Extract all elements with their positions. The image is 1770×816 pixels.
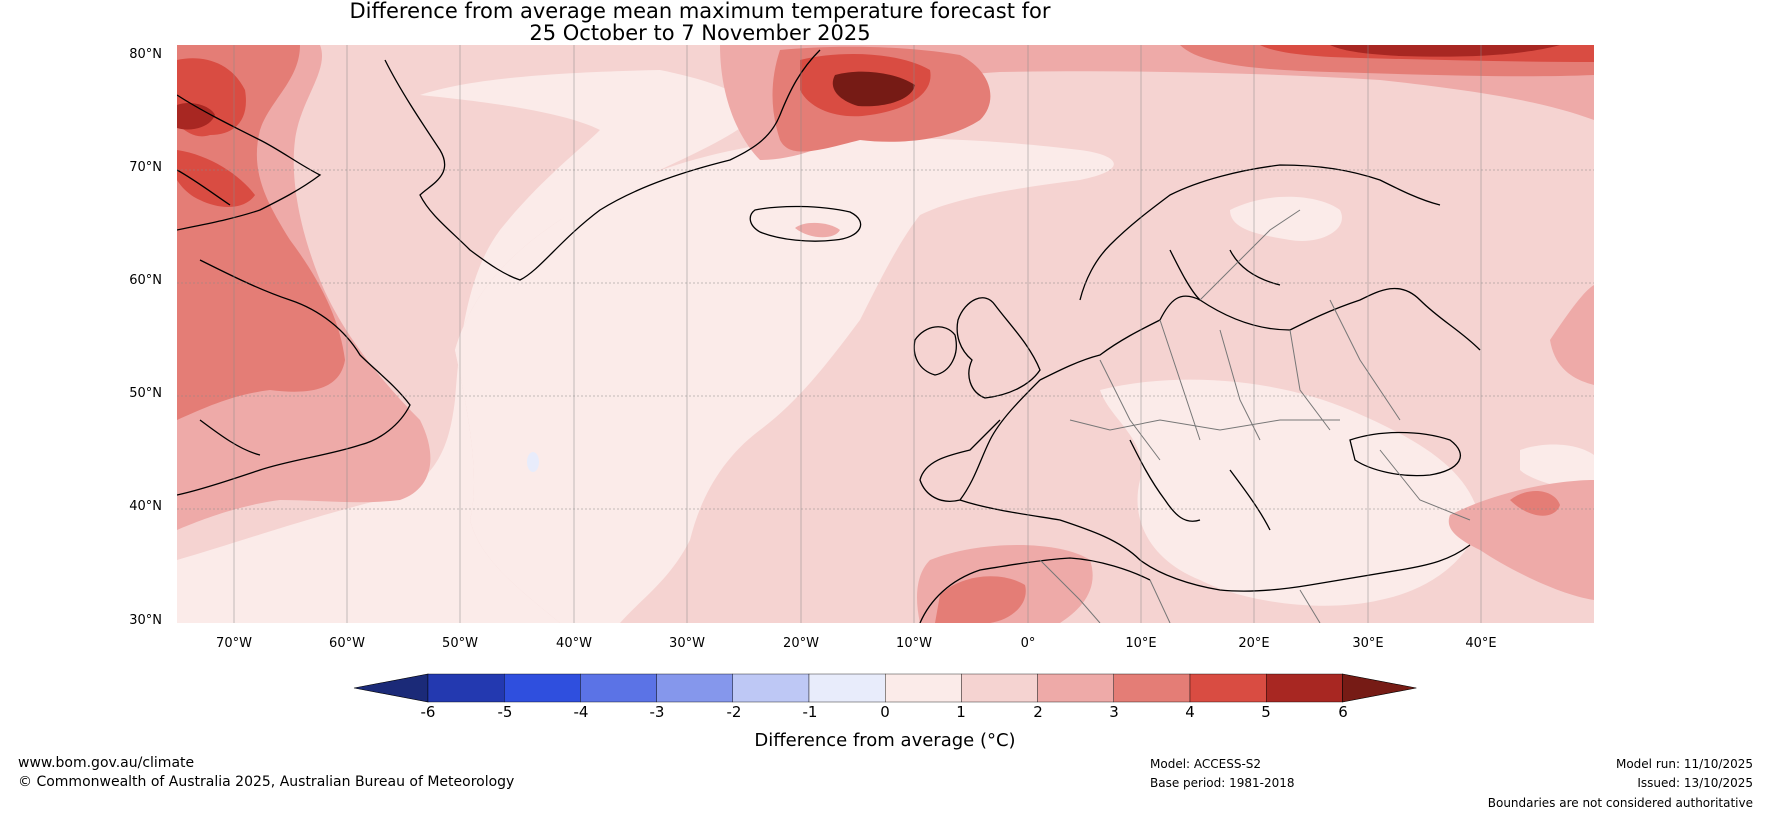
lon-label-30w: 30°W <box>669 636 705 651</box>
anomaly-band-0-1-central <box>455 138 1114 623</box>
coastline-scandinavia <box>1079 164 1441 301</box>
lon-label-0: 0° <box>1020 636 1036 651</box>
anomaly-band-2-3-middle-east <box>1448 480 1594 600</box>
map-title-line-1: Difference from average mean maximum tem… <box>349 0 1051 23</box>
colorbar-segment <box>504 673 581 703</box>
colorbar-segment <box>427 673 505 703</box>
anomaly-band-2-3-russia <box>1550 285 1594 385</box>
colorbar-tick: 4 <box>1185 703 1195 721</box>
coastlines <box>177 49 1481 623</box>
colorbar-tick: 0 <box>880 703 890 721</box>
colorbar-segment <box>1189 673 1267 703</box>
colorbar-tick: 2 <box>1033 703 1043 721</box>
anomaly-band-0-1-europe <box>1100 379 1480 606</box>
colorbar-tick: 6 <box>1338 703 1348 721</box>
lon-label-20e: 20°E <box>1238 636 1270 651</box>
lat-label-60n: 60°N <box>129 273 162 288</box>
footer-model-run: Model run: 11/10/2025 <box>1615 757 1753 771</box>
footer-base-period: Base period: 1981-2018 <box>1150 776 1295 790</box>
coastline-greenland <box>384 49 821 281</box>
colorbar-segment <box>1113 673 1191 703</box>
anomaly-band-0-1-turkey-east <box>1520 444 1594 491</box>
lat-label-40n: 40°N <box>129 499 162 514</box>
lat-label-80n: 80°N <box>129 47 162 62</box>
anomaly-band-2-3-iceland <box>795 222 840 238</box>
anomaly-negative-spot <box>527 452 539 472</box>
country-borders <box>1039 209 1471 623</box>
lon-label-10w: 10°W <box>896 636 932 651</box>
coastline-mediterranean <box>959 439 1471 592</box>
lon-label-30e: 30°E <box>1352 636 1384 651</box>
colorbar-tick: 5 <box>1261 703 1271 721</box>
coastline-black-sea <box>1349 431 1462 477</box>
coastline-iceland <box>749 205 862 242</box>
colorbar-tick: 1 <box>956 703 966 721</box>
colorbar-label: Difference from average (°C) <box>754 730 1016 751</box>
anomaly-band-4-5-canada <box>177 58 255 207</box>
map-title-line-2: 25 October to 7 November 2025 <box>529 21 871 45</box>
colorbar-extend-high <box>1342 673 1417 703</box>
anomaly-band-0-1-atlantic <box>177 70 760 623</box>
anomaly-band-3-4-iran <box>1510 490 1560 516</box>
coastline-baffin <box>177 94 322 231</box>
colorbar-tick: -3 <box>649 703 665 721</box>
colorbar-segment <box>732 673 810 703</box>
footer-issued: Issued: 13/10/2025 <box>1637 776 1753 790</box>
lon-label-20w: 20°W <box>783 636 819 651</box>
colorbar-segment <box>656 673 733 703</box>
colorbar-segment <box>580 673 657 703</box>
coastline-ireland <box>913 326 957 376</box>
anomaly-band-5-6-baffin <box>177 103 215 130</box>
anomaly-band-5-6-greenland <box>832 71 915 107</box>
coastline-europe <box>919 287 1481 502</box>
colorbar-tick: -5 <box>497 703 513 721</box>
lat-label-30n: 30°N <box>129 613 162 628</box>
colorbar-segment <box>1265 673 1343 703</box>
lon-label-10e: 10°E <box>1125 636 1157 651</box>
border-line <box>1039 209 1471 623</box>
coastline-canada-north <box>177 169 261 456</box>
lon-label-40e: 40°E <box>1465 636 1497 651</box>
anomaly-field <box>177 45 1594 623</box>
lon-label-50w: 50°W <box>442 636 478 651</box>
anomaly-band-3-4-canada <box>177 45 345 420</box>
graticule <box>177 169 1594 510</box>
colorbar-tick: -4 <box>573 703 589 721</box>
footer-url[interactable]: www.bom.gov.au/climate <box>18 755 195 771</box>
footer-disclaimer: Boundaries are not considered authoritat… <box>1487 796 1753 810</box>
colorbar-extend-low <box>353 673 429 703</box>
colorbar <box>353 673 1417 703</box>
coastline-labrador <box>177 259 411 496</box>
lon-label-70w: 70°W <box>216 636 252 651</box>
colorbar-tick: -2 <box>726 703 742 721</box>
colorbar-segment <box>885 673 962 703</box>
colorbar-segment <box>808 673 886 703</box>
lat-label-50n: 50°N <box>129 386 162 401</box>
anomaly-band-3-4-africa <box>935 576 1026 623</box>
lat-label-70n: 70°N <box>129 160 162 175</box>
lon-label-60w: 60°W <box>329 636 365 651</box>
colorbar-tick: -6 <box>420 703 436 721</box>
meridians <box>233 45 1482 623</box>
colorbar-tick: 3 <box>1109 703 1119 721</box>
anomaly-band-5-6-svalbard <box>1330 45 1560 57</box>
footer-model: Model: ACCESS-S2 <box>1150 757 1262 771</box>
colorbar-tick: -1 <box>802 703 818 721</box>
footer-copyright: © Commonwealth of Australia 2025, Austra… <box>18 774 515 790</box>
lon-label-40w: 40°W <box>556 636 592 651</box>
coastline-britain <box>956 297 1041 399</box>
coastline-africa <box>919 557 1151 623</box>
colorbar-segment <box>961 673 1038 703</box>
colorbar-segment <box>1037 673 1114 703</box>
